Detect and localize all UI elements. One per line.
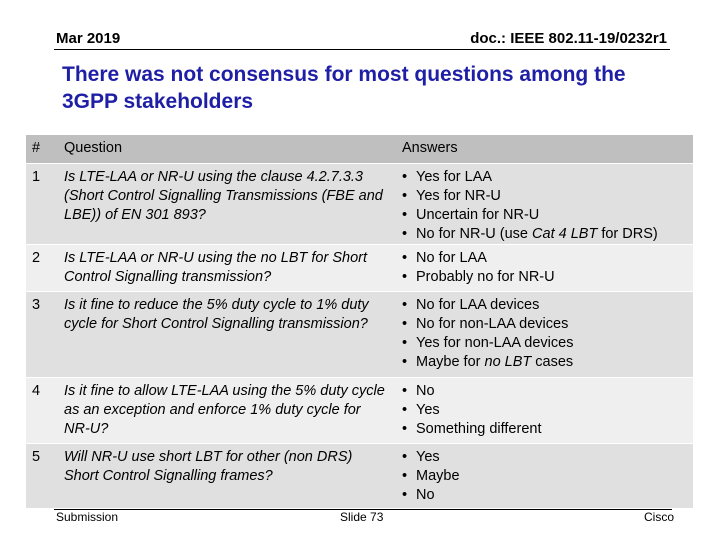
header-doc-id: doc.: IEEE 802.11-19/0232r1	[470, 30, 667, 47]
answer-item: No for NR-U (use Cat 4 LBT for DRS)	[402, 225, 693, 244]
row-question: Is LTE-LAA or NR-U using the no LBT for …	[56, 244, 396, 292]
answer-item: Maybe	[402, 467, 693, 486]
row-question: Is it fine to allow LTE-LAA using the 5%…	[56, 377, 396, 444]
row-answers: No for LAA devices No for non-LAA device…	[396, 291, 693, 378]
footer-divider	[54, 509, 672, 510]
header-question: Question	[56, 134, 396, 164]
row-question: Is it fine to reduce the 5% duty cycle t…	[56, 291, 396, 378]
answer-item: Something different	[402, 420, 693, 439]
footer-submission: Submission	[56, 510, 119, 524]
row-answers: No for LAA Probably no for NR-U	[396, 244, 693, 292]
slide-title: There was not consensus for most questio…	[62, 63, 626, 113]
answer-item: Yes for LAA	[402, 168, 693, 187]
answer-item: No for LAA devices	[402, 296, 693, 315]
answer-item: Uncertain for NR-U	[402, 206, 693, 225]
footer-slide-number: Slide 73	[340, 510, 384, 524]
answer-item: Yes for non-LAA devices	[402, 334, 693, 353]
answer-item: Maybe for no LBT cases	[402, 353, 693, 372]
questions-table: # Question Answers 1 Is LTE-LAA or NR-U …	[26, 134, 693, 509]
row-number: 5	[26, 443, 56, 509]
answer-item: No for non-LAA devices	[402, 315, 693, 334]
row-answers: No Yes Something different	[396, 377, 693, 444]
row-question: Is LTE-LAA or NR-U using the clause 4.2.…	[56, 163, 396, 245]
table-row: 5 Will NR-U use short LBT for other (non…	[26, 443, 693, 509]
answer-item: No for LAA	[402, 249, 693, 268]
answer-item: Yes	[402, 401, 693, 420]
row-number: 4	[26, 377, 56, 444]
row-number: 3	[26, 291, 56, 378]
table-row: 3 Is it fine to reduce the 5% duty cycle…	[26, 291, 693, 378]
header-divider	[54, 49, 670, 50]
answer-item: No	[402, 382, 693, 401]
table-row: 4 Is it fine to allow LTE-LAA using the …	[26, 377, 693, 444]
row-number: 2	[26, 244, 56, 292]
table-header-row: # Question Answers	[26, 134, 693, 164]
header-answers: Answers	[396, 134, 693, 164]
row-answers: Yes Maybe No	[396, 443, 693, 509]
answer-item: No	[402, 486, 693, 505]
answer-item: Yes for NR-U	[402, 187, 693, 206]
answer-item: Probably no for NR-U	[402, 268, 693, 287]
header-date: Mar 2019	[56, 30, 121, 47]
row-answers: Yes for LAA Yes for NR-U Uncertain for N…	[396, 163, 693, 245]
header-num: #	[26, 134, 56, 164]
row-number: 1	[26, 163, 56, 245]
table-row: 2 Is LTE-LAA or NR-U using the no LBT fo…	[26, 244, 693, 292]
row-question: Will NR-U use short LBT for other (non D…	[56, 443, 396, 509]
table-row: 1 Is LTE-LAA or NR-U using the clause 4.…	[26, 163, 693, 245]
footer-company: Cisco	[643, 510, 674, 524]
answer-item: Yes	[402, 448, 693, 467]
